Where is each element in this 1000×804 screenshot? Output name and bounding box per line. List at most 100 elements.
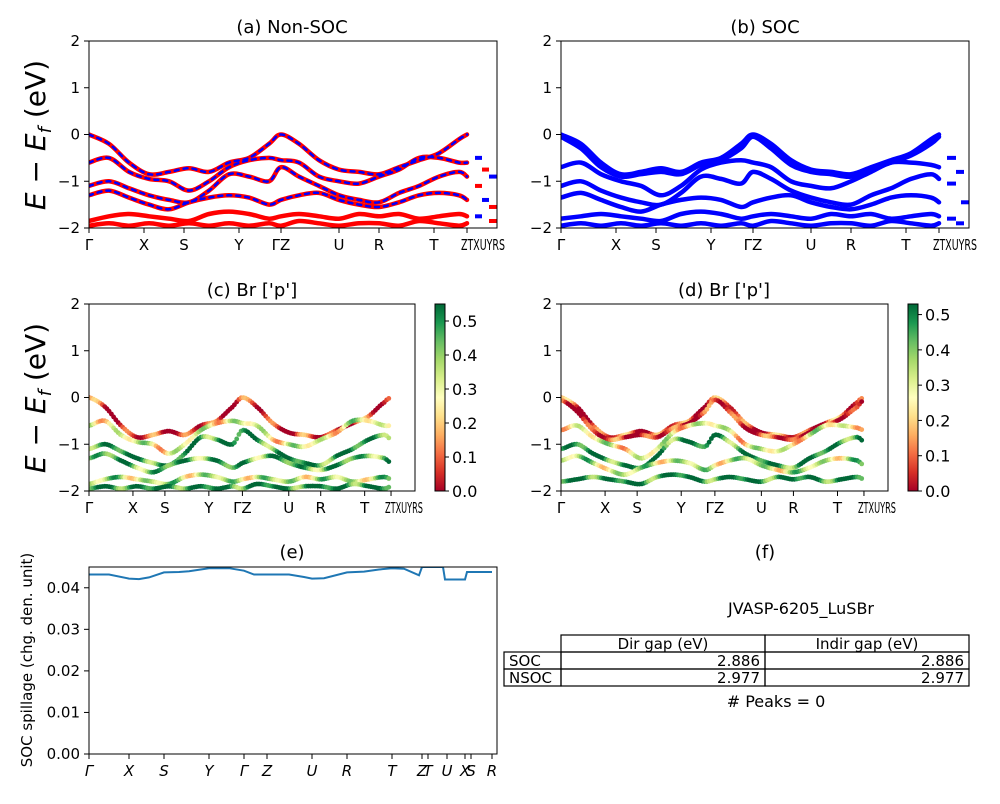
x-tick-label: Y [676,499,687,517]
peaks-count: # Peaks = 0 [727,692,826,711]
y-tick-label: −1 [530,435,552,453]
x-tick-label: U [283,499,294,517]
x-tick-label: ZTXUYRS [385,499,423,517]
plot-area [89,132,497,228]
band-line-6 [89,133,469,176]
table-header-indir: Indir gap (eV) [816,635,919,653]
panel-f: (f) JVASP-6205_LuSBr Dir gap (eV) Indir … [503,542,970,711]
colorbar-tick-label: 0.5 [452,312,477,331]
colorbar-tick-label: 0.2 [452,414,477,433]
x-tick-label: Γ [557,236,566,254]
band-point [386,459,392,464]
x-tick-label: ΓZ [744,236,763,254]
x-tick-label: R [342,762,352,780]
table-header-dir: Dir gap (eV) [618,635,709,653]
colorbar-tick-label: 0.1 [452,448,477,467]
panel-e-ylabel: SOC spillage (chg. den. unit) [18,553,36,768]
x-tick-label: U [806,236,817,254]
band-line-7 [89,155,469,192]
x-tick-label: Y [204,762,215,780]
x-tick-label: Γ [85,762,95,780]
panel-c: (c) Br ['p'] E − Ef (eV) 2 1 0 −1 −2 Γ X S Y ΓZ U R… [19,280,477,517]
x-tick-label: X [600,499,610,517]
colorbar-gradient [434,303,446,492]
panel-f-subtitle: JVASP-6205_LuSBr [727,599,874,619]
x-tick-label: Y [233,236,244,254]
x-tick-label: R [315,499,325,517]
band-point [704,406,710,412]
band-line-2 [561,157,942,198]
x-tick-label: S [159,762,169,780]
panel-c-plot: 2 1 0 −1 −2 Γ X S Y ΓZ U R T ZTXUYRS [58,295,423,517]
spillage-line [89,567,492,581]
x-tick-label: ΓZ [706,499,725,517]
colorbar-tick-label: 0.1 [925,447,950,466]
band-line-4 [89,209,470,224]
x-tick-label: S [160,499,170,517]
panel-f-title: (f) [755,542,775,563]
band-line-5 [89,218,470,228]
band-point [234,436,240,442]
panel-a-plot: 2 1 0 −1 −2 Γ X S Y ΓZ U R T ZTXUYRS [58,32,505,254]
band-points-5 [561,472,865,487]
y-tick-label: 2 [542,295,552,313]
y-tick-label: 0 [542,126,552,144]
table-row-nsoc-label: NSOC [509,669,552,687]
band-points-5 [89,481,392,491]
x-tick-label: S [651,236,661,254]
panel-c-colorbar: 0.5 0.4 0.3 0.2 0.1 0.0 [434,303,477,501]
band-point [386,435,392,441]
panel-e: (e) SOC spillage (chg. den. unit) 0.04 0.… [18,542,498,780]
band-points-1 [89,417,392,456]
y-tick-label: 0 [70,389,80,407]
x-tick-label: X [611,236,621,254]
y-tick-label: −2 [530,482,552,500]
y-tick-label: −2 [530,219,552,237]
colorbar-tick-label: 0.4 [925,341,950,360]
x-tick-label: Γ [85,499,94,517]
table-row-nsoc-dir: 2.977 [717,669,760,687]
x-tick-label: R [788,499,798,517]
x-tick-label: R [846,236,856,254]
x-tick-label: T [900,236,911,254]
x-tick-label: Γ [557,499,566,517]
x-tick-label: R [487,762,497,780]
y-tick-label: −1 [58,172,80,190]
x-tick-label: Γ [85,236,94,254]
band-point [859,461,865,467]
y-tick-label: 1 [542,79,552,97]
y-tick-label: 0.00 [47,745,80,763]
x-tick-label: S [466,762,476,780]
plot-frame [88,303,416,492]
y-tick-label: 0.04 [47,579,80,597]
x-tick-label: S [632,499,642,517]
panel-c-title: (c) Br ['p'] [207,280,298,301]
band-line-9 [89,189,469,211]
y-tick-label: −2 [58,482,80,500]
plot-area [89,395,392,491]
x-tick-label: U [334,236,345,254]
panel-b-title: (b) SOC [730,17,799,38]
band-points-3 [89,451,392,475]
band-line-8 [89,165,469,204]
panel-b: (b) SOC 2 1 0 −1 −2 Γ X S Y ΓZ U R T ZTXUYRS [530,17,977,254]
x-tick-label: T [387,762,398,780]
x-tick-label: Y [203,499,214,517]
colorbar-tick-label: 0.5 [925,306,950,325]
y-tick-label: −2 [58,219,80,237]
x-tick-label: T [423,762,434,780]
x-tick-label: U [756,499,767,517]
plot-frame [88,566,498,755]
plot-frame [88,40,498,229]
table-row-soc-label: SOC [509,652,541,670]
plot-area [561,132,969,228]
y-tick-label: 2 [70,32,80,50]
colorbar-tick-label: 0.2 [925,411,950,430]
plot-area [561,395,865,487]
band-point [232,440,237,446]
x-tick-label: ΓZ [233,499,252,517]
x-tick-label: U [442,762,453,780]
band-point [859,399,865,404]
band-points-2 [561,420,865,461]
